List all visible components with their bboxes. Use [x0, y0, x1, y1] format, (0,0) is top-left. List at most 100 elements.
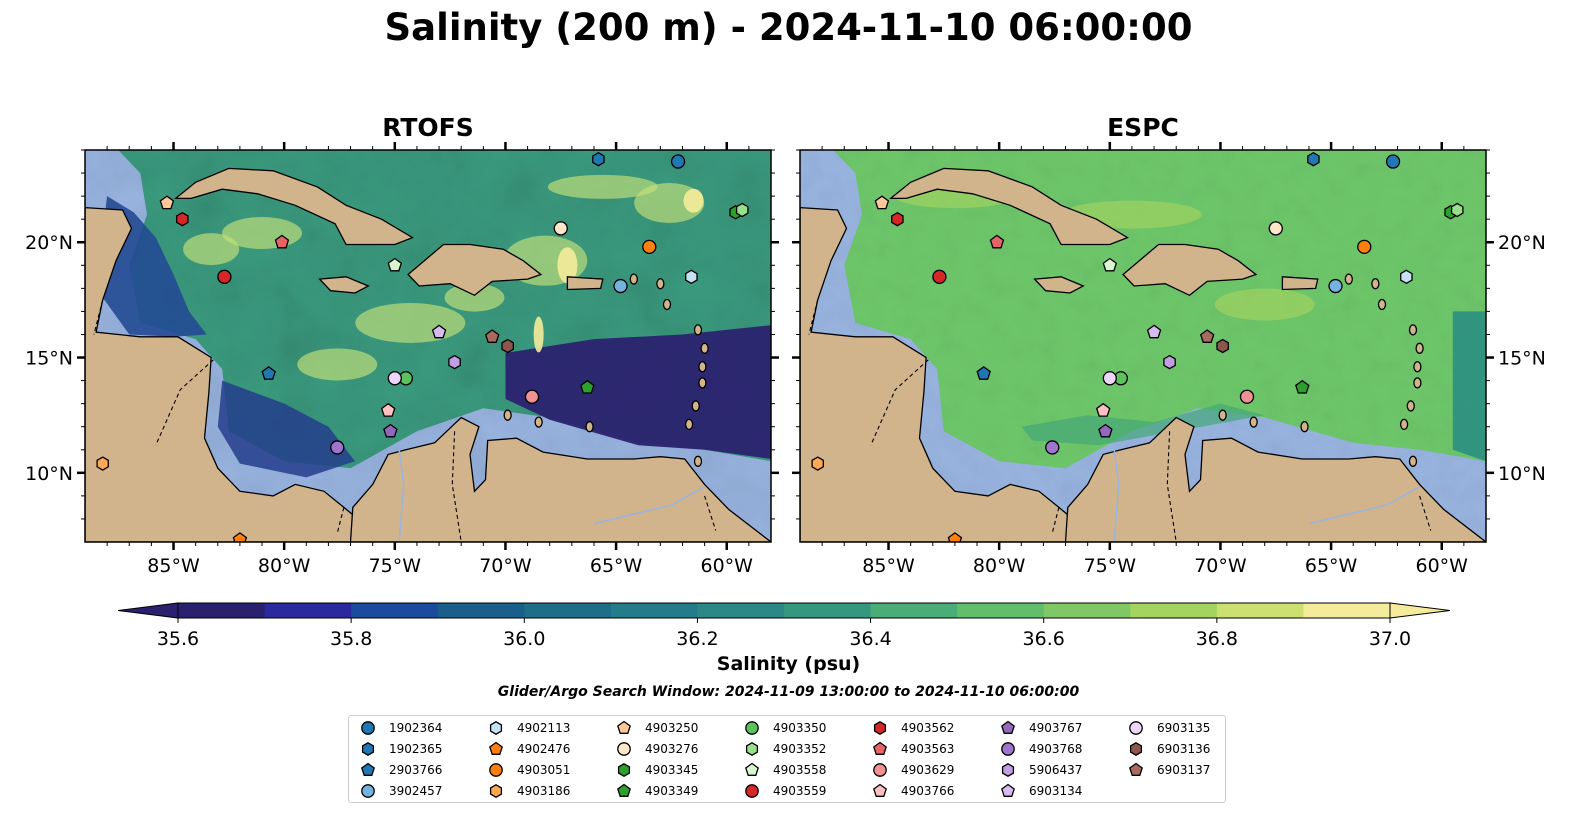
- float-marker-1902364: [1385, 154, 1401, 169]
- y-tick-label: 20°N: [1498, 232, 1546, 254]
- legend-marker-icon: [873, 783, 887, 797]
- island: [1408, 455, 1418, 467]
- country-border: [870, 359, 929, 446]
- country-border: [155, 359, 214, 446]
- island: [684, 418, 694, 431]
- legend-marker-4903350: [745, 721, 759, 735]
- legend-marker-icon: [489, 741, 503, 755]
- float-marker-4903250: [874, 195, 890, 210]
- legend-item-4903766: 4903766: [869, 781, 954, 801]
- colorbar-segment: [784, 603, 872, 618]
- colorbar-tick-label: 36.0: [503, 628, 545, 650]
- land-puertorico: [1281, 276, 1319, 291]
- legend-item-6903135: 6903135: [1125, 718, 1210, 738]
- colorbar-segment: [264, 603, 352, 618]
- legend-item-4903562: 4903562: [869, 718, 954, 738]
- island: [1371, 278, 1380, 290]
- river: [1308, 486, 1420, 525]
- legend-label: 4902476: [517, 742, 571, 756]
- legend-marker-icon: [1001, 742, 1015, 756]
- legend-marker-6903136: [1129, 742, 1143, 756]
- legend-item-4903350: 4903350: [741, 718, 826, 738]
- float-marker-4903629: [1239, 389, 1255, 404]
- legend-marker-icon: [617, 763, 631, 777]
- legend-marker-5906437: [1001, 763, 1015, 777]
- float-marker-3902457: [1328, 278, 1343, 294]
- high-salinity-eddy: [547, 174, 658, 199]
- float-marker-4902113: [685, 269, 698, 285]
- island: [662, 298, 672, 311]
- legend-marker-4903345: [617, 763, 631, 777]
- colorbar-label: Salinity (psu): [716, 653, 861, 675]
- float-marker-4902476: [232, 532, 248, 542]
- legend-label: 5906437: [1029, 763, 1083, 777]
- legend-item-1902365: 1902365: [357, 739, 442, 759]
- float-marker-4903559: [932, 269, 947, 284]
- legend-marker-2903766: [361, 762, 375, 776]
- legend-label: 4903250: [645, 721, 699, 735]
- legend-item-4903559: 4903559: [741, 781, 826, 801]
- legend-item-6903137: 6903137: [1125, 760, 1210, 780]
- colorbar-tick-label: 36.2: [676, 628, 718, 650]
- colorbar-extend-low: [117, 602, 179, 619]
- float-marker-5906437: [448, 354, 461, 370]
- float-marker-4903349: [1295, 379, 1310, 394]
- legend-marker-icon: [361, 762, 375, 776]
- legend-label: 4903186: [517, 784, 571, 798]
- legend-marker-4903562: [873, 721, 887, 735]
- legend-marker-icon: [1129, 721, 1143, 735]
- island: [629, 273, 638, 285]
- legend-item-4903349: 4903349: [613, 781, 698, 801]
- legend-marker-4903349: [617, 783, 631, 797]
- legend-label: 4903349: [645, 784, 699, 798]
- float-marker-4903767: [383, 423, 398, 438]
- legend-marker-4903276: [617, 742, 631, 756]
- float-marker-4903276: [1268, 221, 1283, 236]
- colorbar-segment: [697, 603, 785, 618]
- colorbar-segment: [1216, 603, 1304, 618]
- x-tick-label: 80°W: [258, 555, 311, 577]
- legend-item-5906437: 5906437: [997, 760, 1082, 780]
- legend-marker-icon: [745, 784, 759, 798]
- legend-marker-4903186: [489, 784, 503, 798]
- legend-marker-4902113: [489, 721, 503, 735]
- island: [585, 421, 594, 433]
- land-hispaniola: [407, 243, 543, 297]
- espc-panel-title: ESPC: [1107, 113, 1179, 142]
- float-marker-6903137: [484, 329, 500, 343]
- island: [691, 400, 700, 412]
- colorbar-tick-label: 36.8: [1196, 628, 1238, 650]
- high-salinity-eddy: [355, 302, 466, 343]
- legend-label: 4903558: [773, 763, 827, 777]
- colorbar-segment: [610, 603, 698, 618]
- legend-marker-icon: [873, 741, 887, 755]
- colorbar-frame: [177, 602, 1391, 619]
- island: [693, 455, 703, 467]
- legend-marker-icon: [873, 721, 887, 735]
- colorbar-segment: [957, 603, 1045, 618]
- river: [1113, 449, 1120, 542]
- island: [503, 409, 512, 421]
- legend-item-4903250: 4903250: [613, 718, 698, 738]
- low-salinity-region: [505, 325, 771, 459]
- island: [1249, 416, 1258, 428]
- legend-label: 4903768: [1029, 742, 1083, 756]
- colorbar-tick-label: 35.8: [330, 628, 372, 650]
- y-tick-label: 10°N: [25, 463, 73, 485]
- legend-marker-icon: [489, 721, 503, 735]
- float-marker-4903186: [811, 456, 824, 471]
- float-marker-4903558: [387, 257, 403, 272]
- colorbar-segment: [870, 603, 958, 618]
- map-axes: 85°W 80°W 75°W 70°W 65°W 60°W 20°N 15°N 10°N 85°W…: [25, 142, 1546, 577]
- island: [1413, 377, 1422, 389]
- legend-marker-4902476: [489, 741, 503, 755]
- float-marker-4903276: [553, 221, 568, 236]
- x-tick-label: 75°W: [1084, 555, 1137, 577]
- rtofs-map: [85, 150, 771, 542]
- legend-marker-4903767: [1001, 720, 1015, 734]
- legend-item-3902457: 3902457: [357, 781, 442, 801]
- float-marker-6903137: [1199, 329, 1215, 343]
- colorbar-segment: [524, 603, 612, 618]
- float-marker-4903250: [159, 195, 175, 210]
- legend-label: 4903563: [901, 742, 955, 756]
